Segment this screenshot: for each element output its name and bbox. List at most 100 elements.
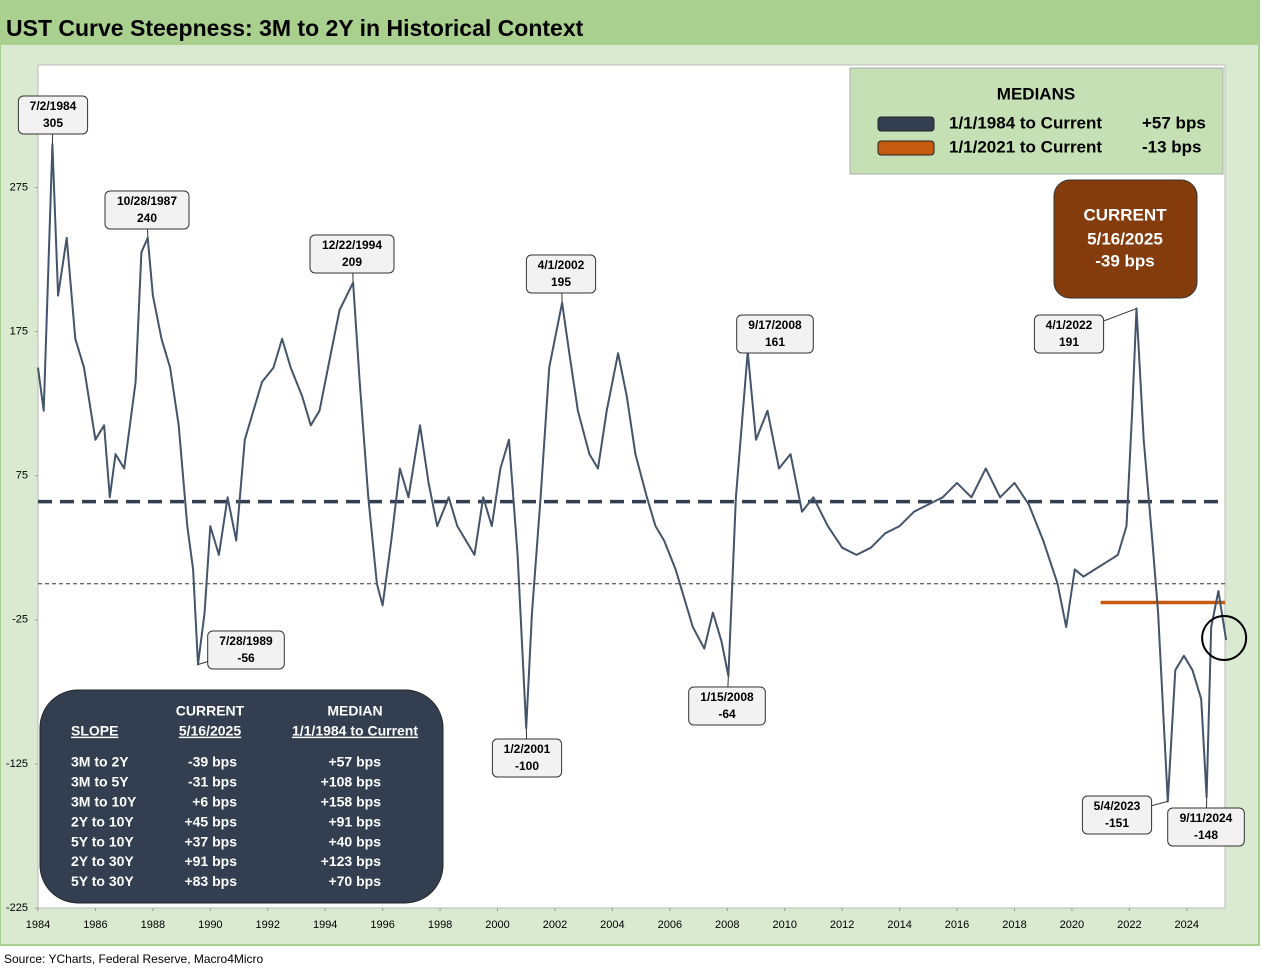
callout-date: 5/4/2023 — [1094, 799, 1141, 813]
table-cell: +37 bps — [184, 833, 237, 849]
legend-value: -13 bps — [1142, 137, 1202, 156]
table-header: CURRENT — [176, 703, 245, 719]
x-tick-label: 2002 — [543, 919, 567, 931]
table-cell: -31 bps — [188, 774, 237, 790]
table-cell: 5Y to 30Y — [71, 873, 134, 889]
callout-value: -151 — [1105, 816, 1129, 830]
callout-value: 191 — [1059, 335, 1079, 349]
x-tick-label: 1986 — [83, 919, 107, 931]
y-tick-label: -225 — [6, 902, 28, 914]
table-cell: +123 bps — [321, 853, 382, 869]
callout-value: -64 — [718, 707, 736, 721]
x-tick-label: 2016 — [945, 919, 969, 931]
callout-date: 9/17/2008 — [748, 318, 802, 332]
x-tick-label: 1984 — [26, 919, 50, 931]
table-cell: +83 bps — [184, 873, 237, 889]
callout-value: 195 — [551, 275, 571, 289]
table-cell: +70 bps — [328, 873, 381, 889]
y-tick-label: -125 — [6, 758, 28, 770]
table-cell: 5Y to 10Y — [71, 833, 134, 849]
table-header: 5/16/2025 — [179, 723, 241, 739]
x-tick-label: 1994 — [313, 919, 337, 931]
callout-value: -56 — [237, 651, 255, 665]
y-tick-label: 175 — [10, 325, 28, 337]
x-tick-label: 2008 — [715, 919, 739, 931]
series-line — [37, 143, 1228, 803]
callout-box — [1081, 795, 1153, 835]
table-cell: +108 bps — [321, 774, 382, 790]
legend-swatch — [877, 116, 935, 132]
x-tick-label: 1998 — [428, 919, 452, 931]
x-tick-label: 2012 — [830, 919, 854, 931]
callout-date: 7/28/1989 — [219, 634, 273, 648]
x-tick-label: 2006 — [658, 919, 682, 931]
current-title: CURRENT — [1083, 205, 1167, 224]
current-value-label: -39 bps — [1095, 251, 1155, 270]
callout-value: -148 — [1194, 828, 1218, 842]
callout-box — [491, 738, 563, 778]
table-cell: -39 bps — [188, 754, 237, 770]
chart-title: UST Curve Steepness: 3M to 2Y in Histori… — [6, 15, 584, 41]
callout-box — [736, 314, 814, 354]
callout-box — [17, 95, 89, 135]
current-date: 5/16/2025 — [1087, 229, 1163, 248]
table-box — [39, 689, 444, 904]
callout-box — [1033, 314, 1105, 354]
callout-value: 240 — [137, 211, 157, 225]
callout-box — [1167, 807, 1245, 847]
callout-date: 4/1/2022 — [1046, 318, 1093, 332]
callout-value: -100 — [515, 759, 539, 773]
y-tick-label: 75 — [16, 470, 28, 482]
current-box — [1053, 179, 1198, 299]
legend-label: 1/1/1984 to Current — [949, 113, 1102, 132]
x-tick-label: 1988 — [141, 919, 165, 931]
legend-label: 1/1/2021 to Current — [949, 137, 1102, 156]
table-header: 1/1/1984 to Current — [292, 723, 418, 739]
table-cell: +57 bps — [328, 754, 381, 770]
callout-box — [525, 254, 597, 294]
y-tick-label: -25 — [12, 614, 28, 626]
x-tick-label: 2010 — [772, 919, 796, 931]
x-tick-label: 2020 — [1060, 919, 1084, 931]
table-cell: +40 bps — [328, 833, 381, 849]
y-tick-label: 275 — [10, 181, 28, 193]
table-cell: 3M to 2Y — [71, 754, 129, 770]
table-cell: +91 bps — [328, 813, 381, 829]
callout-value: 161 — [765, 335, 785, 349]
callout-date: 7/2/1984 — [30, 99, 77, 113]
callout-value: 305 — [43, 116, 63, 130]
x-tick-label: 2014 — [887, 919, 911, 931]
table-header: SLOPE — [71, 723, 118, 739]
callout-date: 1/2/2001 — [504, 742, 551, 756]
table-header: MEDIAN — [327, 703, 382, 719]
current-marker — [1201, 614, 1248, 661]
callout-date: 1/15/2008 — [700, 690, 754, 704]
x-tick-label: 2000 — [485, 919, 509, 931]
callout-date: 12/22/1994 — [322, 238, 382, 252]
callout-box — [309, 234, 395, 274]
table-cell: +6 bps — [192, 794, 237, 810]
callout-date: 9/11/2024 — [1180, 811, 1233, 825]
x-tick-label: 2018 — [1002, 919, 1026, 931]
table-cell: 2Y to 10Y — [71, 813, 134, 829]
x-tick-label: 1992 — [256, 919, 280, 931]
callout-date: 10/28/1987 — [117, 194, 177, 208]
title-bar — [0, 0, 1259, 45]
callout-value: 209 — [342, 255, 362, 269]
source: Source: YCharts, Federal Reserve, Macro4… — [4, 952, 264, 966]
legend-value: +57 bps — [1142, 113, 1206, 132]
legend-swatch — [877, 140, 935, 156]
x-tick-label: 2004 — [600, 919, 624, 931]
x-tick-label: 1996 — [370, 919, 394, 931]
callout-box — [104, 190, 190, 230]
table-cell: 3M to 10Y — [71, 794, 137, 810]
legend-title: MEDIANS — [997, 84, 1075, 103]
table-cell: +91 bps — [184, 853, 237, 869]
callout-date: 4/1/2002 — [538, 258, 585, 272]
x-tick-label: 1990 — [198, 919, 222, 931]
callout-box — [688, 686, 766, 726]
x-tick-label: 2024 — [1175, 919, 1199, 931]
table-cell: +158 bps — [321, 794, 382, 810]
callout-box — [207, 630, 285, 670]
